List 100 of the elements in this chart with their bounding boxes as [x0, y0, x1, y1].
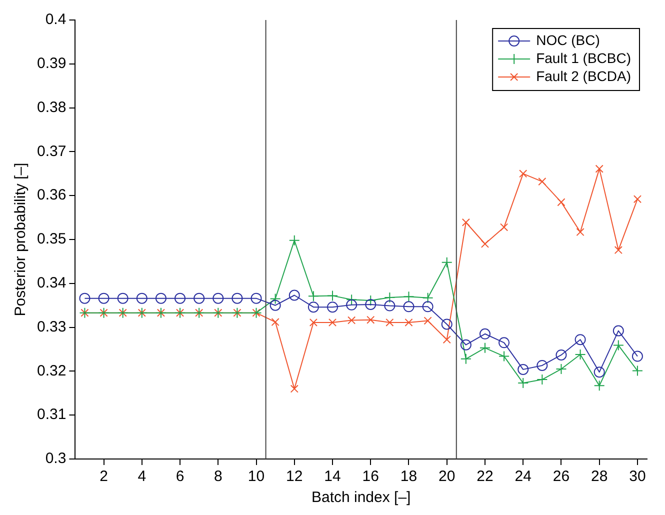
x-tick-label: 6: [176, 468, 184, 486]
point: [557, 198, 566, 206]
point: [290, 384, 298, 393]
point: [136, 292, 148, 304]
point: [79, 292, 90, 304]
legend-label: Fault 1 (BCBC): [536, 50, 632, 66]
point: [288, 290, 300, 301]
y-tick-label: 0.36: [36, 186, 66, 204]
point: [500, 223, 508, 232]
point: [594, 380, 605, 392]
y-tick-label: 0.34: [36, 274, 66, 292]
x-tick-label: 18: [400, 468, 418, 486]
point: [441, 256, 452, 268]
point: [328, 318, 337, 327]
legend-label: Fault 2 (BCDA): [536, 68, 632, 84]
x-tick-label: 28: [591, 468, 608, 486]
point: [212, 292, 224, 304]
point: [386, 318, 394, 327]
point: [403, 301, 414, 312]
y-tick-label: 0.35: [36, 230, 66, 248]
point: [422, 292, 434, 304]
y-axis-title: Posterior probability [–]: [12, 162, 30, 316]
point: [576, 228, 584, 236]
point: [518, 378, 529, 389]
point: [403, 291, 414, 302]
point: [194, 292, 205, 304]
point: [270, 300, 281, 311]
point: [309, 318, 318, 327]
y-tick-label: 0.39: [36, 55, 66, 72]
y-tick-label: 0.37: [36, 142, 66, 160]
point: [271, 318, 280, 326]
point: [632, 350, 643, 362]
point: [250, 292, 262, 304]
point: [536, 374, 548, 386]
point: [98, 292, 110, 304]
point: [633, 195, 642, 204]
point: [518, 364, 529, 375]
point: [556, 364, 567, 375]
point: [327, 290, 338, 302]
x-tick-label: 14: [324, 468, 341, 486]
point: [460, 353, 472, 364]
y-tick-label: 0.38: [36, 98, 66, 116]
point: [574, 334, 586, 346]
point: [479, 342, 490, 354]
point: [612, 325, 624, 336]
point: [365, 295, 376, 306]
point: [327, 302, 338, 313]
point: [498, 350, 510, 362]
point: [442, 336, 451, 344]
point: [346, 294, 358, 306]
point: [614, 246, 622, 254]
point: [308, 290, 319, 302]
point: [366, 316, 375, 324]
point: [538, 178, 546, 186]
y-tick-label: 0.3: [45, 450, 66, 468]
point: [479, 328, 490, 340]
x-tick-label: 24: [514, 468, 532, 486]
point: [346, 299, 358, 310]
point: [348, 316, 356, 324]
point: [519, 170, 528, 178]
point: [404, 318, 413, 327]
x-tick-label: 2: [100, 468, 108, 486]
point: [574, 349, 586, 360]
point: [536, 360, 548, 371]
point: [632, 365, 643, 376]
y-tick-label: 0.33: [36, 318, 66, 336]
point: [384, 292, 396, 303]
x-tick-label: 20: [438, 468, 456, 486]
point: [174, 292, 186, 304]
point: [498, 337, 510, 348]
point: [155, 292, 166, 304]
x-tick-label: 22: [476, 468, 494, 486]
point: [422, 301, 434, 312]
point: [288, 234, 300, 246]
point: [384, 300, 396, 312]
point: [480, 240, 490, 248]
x-tick-label: 4: [138, 468, 146, 486]
x-axis-title: Batch index [–]: [311, 489, 411, 506]
point: [462, 218, 470, 226]
point: [595, 164, 604, 173]
x-tick-label: 30: [629, 468, 646, 486]
point: [270, 293, 281, 304]
point: [232, 292, 243, 304]
x-tick-label: 16: [362, 468, 379, 486]
point: [441, 318, 452, 330]
x-tick-label: 12: [286, 468, 303, 486]
point: [556, 349, 567, 360]
legend-label: NOC (BC): [536, 32, 600, 48]
point: [308, 302, 319, 313]
x-tick-label: 10: [248, 468, 265, 486]
y-tick-label: 0.31: [36, 406, 66, 424]
point: [460, 339, 472, 350]
y-tick-label: 0.32: [36, 362, 66, 380]
point: [612, 340, 624, 351]
point: [365, 298, 376, 310]
point: [424, 316, 432, 325]
x-tick-label: 26: [552, 468, 570, 486]
point: [117, 292, 128, 304]
point: [594, 366, 605, 378]
y-tick-label: 0.4: [45, 11, 66, 28]
